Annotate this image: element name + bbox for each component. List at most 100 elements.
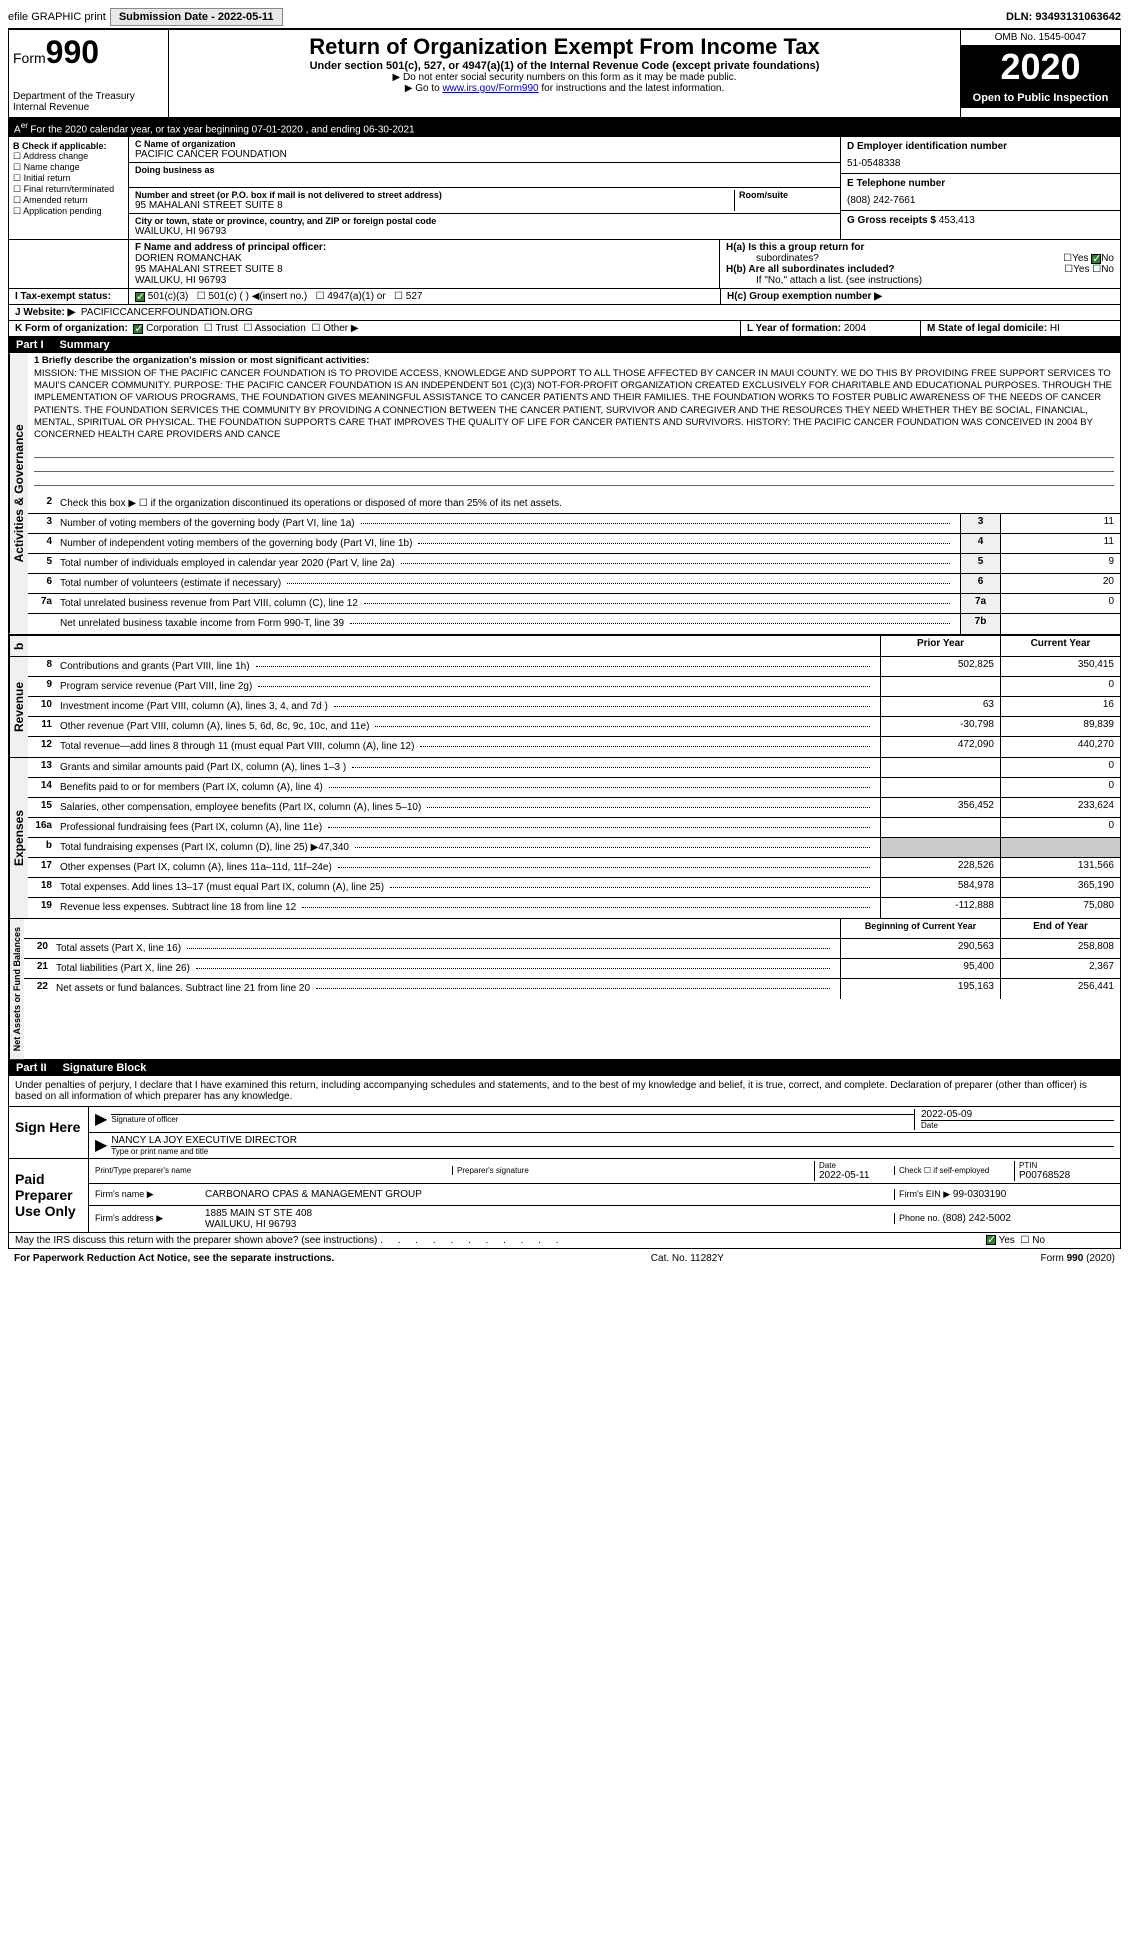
form-number: Form990	[13, 34, 164, 71]
prep-date-label: Date	[819, 1161, 894, 1170]
table-row: 7aTotal unrelated business revenue from …	[28, 594, 1120, 614]
governance-label: Activities & Governance	[9, 353, 28, 633]
footer: For Paperwork Reduction Act Notice, see …	[8, 1249, 1121, 1268]
prep-phone-label: Phone no.	[899, 1213, 943, 1223]
phone-label: E Telephone number	[847, 178, 1114, 189]
penalties-text: Under penalties of perjury, I declare th…	[8, 1076, 1121, 1107]
checkbox-icon	[986, 1235, 996, 1245]
org-city: WAILUKU, HI 96793	[135, 226, 834, 237]
tax-year: 2020	[961, 46, 1120, 88]
discuss-row: May the IRS discuss this return with the…	[8, 1233, 1121, 1249]
preparer-label: Paid Preparer Use Only	[9, 1159, 89, 1232]
form-subtitle: Under section 501(c), 527, or 4947(a)(1)…	[173, 60, 956, 72]
firm-ein: 99-0303190	[953, 1189, 1006, 1200]
mission-text: MISSION: THE MISSION OF THE PACIFIC CANC…	[34, 368, 1114, 442]
sig-date-label: Date	[921, 1120, 1114, 1130]
net-headers-row: Net Assets or Fund Balances Beginning of…	[8, 919, 1121, 1060]
col-headers-row: b Prior Year Current Year	[8, 635, 1121, 657]
revenue-section: Revenue 8Contributions and grants (Part …	[8, 657, 1121, 758]
org-name-label: C Name of organization	[135, 139, 834, 149]
org-address: 95 MAHALANI STREET SUITE 8	[135, 200, 734, 211]
firm-addr1: 1885 MAIN ST STE 408	[205, 1208, 894, 1219]
section-f-h: F Name and address of principal officer:…	[8, 240, 1121, 289]
governance-section: Activities & Governance 1 Briefly descri…	[8, 353, 1121, 634]
goto-note: ▶ Go to www.irs.gov/Form990 for instruct…	[173, 83, 956, 94]
preparer-section: Paid Preparer Use Only Print/Type prepar…	[8, 1159, 1121, 1233]
table-row: bTotal fundraising expenses (Part IX, co…	[28, 838, 1120, 858]
mission-intro: 1 Briefly describe the organization's mi…	[34, 355, 1114, 367]
sec-k-opt: ☐ Association	[238, 323, 306, 334]
sig-name: NANCY LA JOY EXECUTIVE DIRECTOR	[111, 1135, 1114, 1146]
form-header: Form990 Department of the Treasury Inter…	[8, 29, 1121, 118]
sec-b-title: B Check if applicable:	[13, 141, 124, 151]
table-row: 17Other expenses (Part IX, column (A), l…	[28, 858, 1120, 878]
table-row: 3Number of voting members of the governi…	[28, 514, 1120, 534]
inspection-label: Open to Public Inspection	[961, 88, 1120, 108]
table-row: 22Net assets or fund balances. Subtract …	[24, 979, 1120, 999]
ptin-label: PTIN	[1019, 1161, 1114, 1170]
officer-addr2: WAILUKU, HI 96793	[135, 275, 713, 286]
ein-label: D Employer identification number	[847, 141, 1114, 152]
prep-name-label: Print/Type preparer's name	[95, 1166, 452, 1175]
sig-name-label: Type or print name and title	[111, 1146, 1114, 1156]
table-row: 18Total expenses. Add lines 13–17 (must …	[28, 878, 1120, 898]
section-b-c-d: B Check if applicable: ☐ Address change☐…	[8, 137, 1121, 240]
begin-year-header: Beginning of Current Year	[840, 919, 1000, 938]
blank-line	[34, 444, 1114, 458]
table-row: 5Total number of individuals employed in…	[28, 554, 1120, 574]
firm-addr-label: Firm's address ▶	[95, 1213, 205, 1224]
sign-here-label: Sign Here	[9, 1107, 89, 1158]
part2-header: Part II Signature Block	[8, 1060, 1121, 1076]
footer-right: Form 990 (2020)	[1041, 1253, 1115, 1264]
omb-label: OMB No. 1545-0047	[961, 30, 1120, 46]
irs-link[interactable]: www.irs.gov/Form990	[442, 83, 538, 94]
gross-value: 453,413	[939, 215, 975, 226]
sec-b-item: ☐ Name change	[13, 162, 124, 173]
sec-k-opt: ☐ Trust	[198, 323, 238, 334]
table-row: 4Number of independent voting members of…	[28, 534, 1120, 554]
part1-header: Part I Summary	[8, 337, 1121, 353]
sec-b-item: ☐ Address change	[13, 151, 124, 162]
table-row: 21Total liabilities (Part X, line 26)95,…	[24, 959, 1120, 979]
ssn-note: ▶ Do not enter social security numbers o…	[173, 72, 956, 83]
sig-officer-label: Signature of officer	[111, 1114, 914, 1124]
current-year-header: Current Year	[1000, 636, 1120, 656]
firm-addr2: WAILUKU, HI 96793	[205, 1219, 894, 1230]
table-row: 10Investment income (Part VIII, column (…	[28, 697, 1120, 717]
section-j: J Website: ▶ PACIFICCANCERFOUNDATION.ORG	[8, 305, 1121, 321]
irs-label: Internal Revenue	[13, 102, 164, 113]
city-label: City or town, state or province, country…	[135, 216, 834, 226]
table-row: Net unrelated business taxable income fr…	[28, 614, 1120, 634]
org-name: PACIFIC CANCER FOUNDATION	[135, 149, 834, 160]
end-year-header: End of Year	[1000, 919, 1120, 938]
rev-label-stub: b	[9, 636, 28, 656]
table-row: 20Total assets (Part X, line 16)290,5632…	[24, 939, 1120, 959]
gross-label: G Gross receipts $	[847, 215, 939, 226]
arrow-icon: ▶	[95, 1135, 107, 1155]
form-title: Return of Organization Exempt From Incom…	[173, 34, 956, 60]
dept-label: Department of the Treasury	[13, 91, 164, 102]
calendar-year-row: Aer For the 2020 calendar year, or tax y…	[8, 118, 1121, 137]
phone-value: (808) 242-7661	[847, 195, 1114, 206]
sec-b-item: ☐ Application pending	[13, 206, 124, 217]
net-label: Net Assets or Fund Balances	[9, 919, 24, 1059]
dba-label: Doing business as	[135, 165, 834, 175]
addr-label: Number and street (or P.O. box if mail i…	[135, 190, 734, 200]
table-row: 11Other revenue (Part VIII, column (A), …	[28, 717, 1120, 737]
sec-k-opt: Corporation	[131, 323, 199, 334]
table-row: 19Revenue less expenses. Subtract line 1…	[28, 898, 1120, 918]
table-row: 2Check this box ▶ ☐ if the organization …	[28, 494, 1120, 514]
checkbox-icon	[1091, 254, 1101, 264]
prep-check-label: Check ☐ if self-employed	[894, 1166, 1014, 1175]
table-row: 9Program service revenue (Part VIII, lin…	[28, 677, 1120, 697]
submission-date-button[interactable]: Submission Date - 2022-05-11	[110, 8, 283, 26]
prep-phone: (808) 242-5002	[943, 1213, 1011, 1224]
prep-date: 2022-05-11	[819, 1170, 894, 1181]
officer-addr1: 95 MAHALANI STREET SUITE 8	[135, 264, 713, 275]
sec-k-opt: ☐ Other ▶	[306, 323, 359, 334]
blank-line	[34, 458, 1114, 472]
footer-left: For Paperwork Reduction Act Notice, see …	[14, 1253, 334, 1264]
efile-label: efile GRAPHIC print	[8, 11, 106, 23]
top-bar: efile GRAPHIC print Submission Date - 20…	[8, 8, 1121, 29]
table-row: 6Total number of volunteers (estimate if…	[28, 574, 1120, 594]
